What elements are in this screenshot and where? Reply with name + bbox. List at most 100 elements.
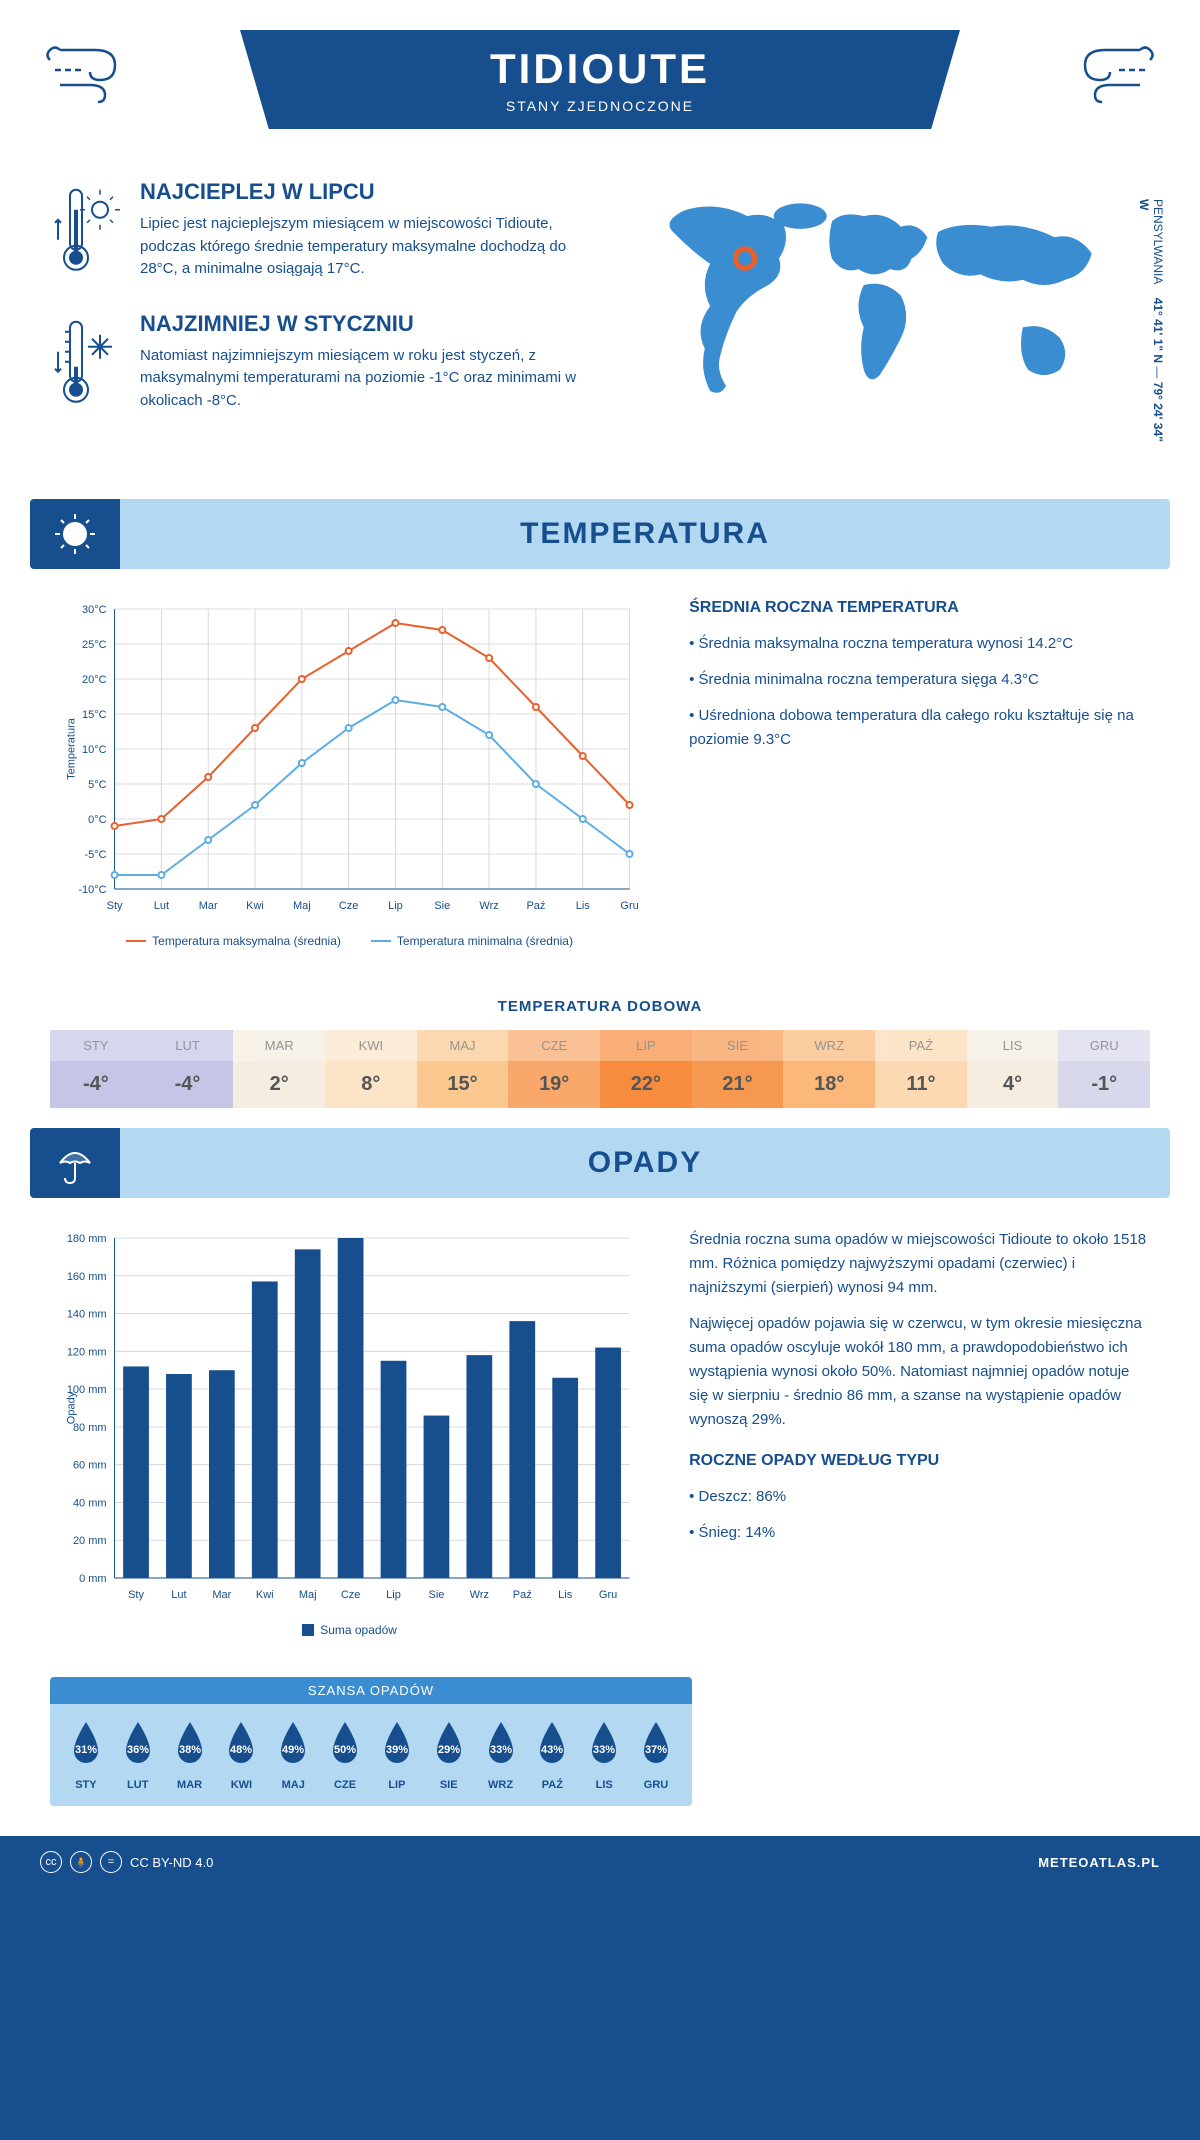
page: TIDIOUTE STANY ZJEDNOCZONE NAJCIEPLEJ W …	[0, 0, 1200, 1888]
svg-text:40 mm: 40 mm	[73, 1497, 107, 1509]
svg-text:160 mm: 160 mm	[67, 1271, 107, 1283]
svg-text:29%: 29%	[438, 1744, 460, 1756]
svg-text:180 mm: 180 mm	[67, 1233, 107, 1245]
precip-legend: Suma opadów	[50, 1623, 649, 1637]
license-block: cc 🧍 = CC BY-ND 4.0	[40, 1851, 213, 1873]
precip-type-heading: ROCZNE OPADY WEDŁUG TYPU	[689, 1452, 1150, 1470]
svg-text:Lut: Lut	[171, 1589, 186, 1601]
svg-text:25°C: 25°C	[82, 639, 107, 651]
daily-cell: LIS4°	[967, 1030, 1059, 1108]
svg-text:60 mm: 60 mm	[73, 1460, 107, 1472]
svg-text:37%: 37%	[645, 1744, 667, 1756]
svg-text:Gru: Gru	[620, 900, 638, 912]
chance-item: 50%CZE	[325, 1719, 365, 1791]
svg-text:Wrz: Wrz	[479, 900, 498, 912]
by-icon: 🧍	[70, 1851, 92, 1873]
svg-text:0 mm: 0 mm	[79, 1573, 107, 1585]
chance-body: 31%STY36%LUT38%MAR48%KWI49%MAJ50%CZE39%L…	[50, 1704, 692, 1806]
svg-text:Lut: Lut	[154, 900, 169, 912]
temperature-summary: ŚREDNIA ROCZNA TEMPERATURA • Średnia mak…	[689, 599, 1150, 948]
warmest-text: Lipiec jest najcieplejszym miesiącem w m…	[140, 213, 580, 281]
warmest-block: NAJCIEPLEJ W LIPCU Lipiec jest najcieple…	[50, 179, 580, 281]
coldest-block: NAJZIMNIEJ W STYCZNIU Natomiast najzimni…	[50, 311, 580, 413]
temperature-heading: TEMPERATURA	[120, 517, 1170, 551]
precip-body: 0 mm20 mm40 mm60 mm80 mm100 mm120 mm140 …	[0, 1198, 1200, 1667]
daily-cell: MAJ15°	[417, 1030, 509, 1108]
svg-text:Paź: Paź	[513, 1589, 532, 1601]
nd-icon: =	[100, 1851, 122, 1873]
svg-text:Maj: Maj	[293, 900, 311, 912]
daily-cell: LIP22°	[600, 1030, 692, 1108]
cc-icon: cc	[40, 1851, 62, 1873]
svg-text:-10°C: -10°C	[78, 884, 106, 896]
world-map	[620, 179, 1150, 444]
daily-cell: CZE19°	[508, 1030, 600, 1108]
svg-text:Kwi: Kwi	[256, 1589, 274, 1601]
precip-summary: Średnia roczna suma opadów w miejscowośc…	[689, 1228, 1150, 1637]
svg-text:33%: 33%	[593, 1744, 615, 1756]
thermometer-cold-icon	[50, 311, 120, 413]
svg-text:Mar: Mar	[199, 900, 218, 912]
svg-text:33%: 33%	[490, 1744, 512, 1756]
svg-text:Gru: Gru	[599, 1589, 617, 1601]
header-banner: TIDIOUTE STANY ZJEDNOCZONE	[240, 30, 960, 129]
overview: NAJCIEPLEJ W LIPCU Lipiec jest najcieple…	[0, 149, 1200, 479]
daily-cell: GRU-1°	[1058, 1030, 1150, 1108]
svg-text:48%: 48%	[230, 1744, 252, 1756]
page-subtitle: STANY ZJEDNOCZONE	[280, 98, 920, 114]
svg-text:10°C: 10°C	[82, 744, 107, 756]
footer: cc 🧍 = CC BY-ND 4.0 METEOATLAS.PL	[0, 1836, 1200, 1888]
daily-temp-heading: TEMPERATURA DOBOWA	[50, 998, 1150, 1015]
temp-summary-heading: ŚREDNIA ROCZNA TEMPERATURA	[689, 599, 1150, 617]
coldest-title: NAJZIMNIEJ W STYCZNIU	[140, 311, 580, 337]
umbrella-icon	[50, 1138, 100, 1188]
svg-text:36%: 36%	[127, 1744, 149, 1756]
wind-icon	[40, 30, 140, 110]
svg-text:43%: 43%	[541, 1744, 563, 1756]
svg-text:Paź: Paź	[526, 900, 545, 912]
precip-heading: OPADY	[120, 1146, 1170, 1180]
svg-text:20 mm: 20 mm	[73, 1535, 107, 1547]
svg-text:20°C: 20°C	[82, 674, 107, 686]
daily-cell: PAŹ11°	[875, 1030, 967, 1108]
temperature-line-chart: -10°C-5°C0°C5°C10°C15°C20°C25°C30°CStyLu…	[50, 599, 649, 919]
daily-cell: LUT-4°	[142, 1030, 234, 1108]
svg-text:38%: 38%	[179, 1744, 201, 1756]
svg-text:Temperatura: Temperatura	[66, 717, 78, 780]
svg-text:Opady: Opady	[66, 1391, 78, 1424]
svg-text:140 mm: 140 mm	[67, 1309, 107, 1321]
sun-icon	[50, 509, 100, 559]
daily-cell: STY-4°	[50, 1030, 142, 1108]
chance-item: 33%LIS	[584, 1719, 624, 1791]
precip-bar-chart: 0 mm20 mm40 mm60 mm80 mm100 mm120 mm140 …	[50, 1228, 649, 1608]
svg-text:5°C: 5°C	[88, 779, 107, 791]
warmest-title: NAJCIEPLEJ W LIPCU	[140, 179, 580, 205]
daily-cell: WRZ18°	[783, 1030, 875, 1108]
svg-text:Cze: Cze	[339, 900, 359, 912]
chance-item: 31%STY	[66, 1719, 106, 1791]
svg-text:Lip: Lip	[388, 900, 403, 912]
daily-cell: SIE21°	[692, 1030, 784, 1108]
svg-text:39%: 39%	[386, 1744, 408, 1756]
coordinates: PENSYLWANIA 41° 41' 1" N — 79° 24' 34" W	[1137, 199, 1165, 449]
svg-text:Lip: Lip	[386, 1589, 401, 1601]
chance-item: 49%MAJ	[273, 1719, 313, 1791]
temperature-body: -10°C-5°C0°C5°C10°C15°C20°C25°C30°CStyLu…	[0, 569, 1200, 978]
daily-temp-table: STY-4°LUT-4°MAR2°KWI8°MAJ15°CZE19°LIP22°…	[50, 1030, 1150, 1108]
chance-heading: SZANSA OPADÓW	[50, 1677, 692, 1704]
svg-text:Mar: Mar	[212, 1589, 231, 1601]
thermometer-hot-icon	[50, 179, 120, 281]
chance-item: 29%SIE	[429, 1719, 469, 1791]
svg-text:Sty: Sty	[128, 1589, 144, 1601]
daily-cell: MAR2°	[233, 1030, 325, 1108]
svg-text:Sty: Sty	[107, 900, 123, 912]
daily-temp-block: TEMPERATURA DOBOWA STY-4°LUT-4°MAR2°KWI8…	[50, 998, 1150, 1108]
chance-item: 33%WRZ	[481, 1719, 521, 1791]
svg-text:Wrz: Wrz	[470, 1589, 489, 1601]
coldest-text: Natomiast najzimniejszym miesiącem w rok…	[140, 345, 580, 413]
svg-text:49%: 49%	[282, 1744, 304, 1756]
chance-item: 36%LUT	[118, 1719, 158, 1791]
wind-icon	[1060, 30, 1160, 110]
chance-item: 37%GRU	[636, 1719, 676, 1791]
svg-text:0°C: 0°C	[88, 814, 107, 826]
